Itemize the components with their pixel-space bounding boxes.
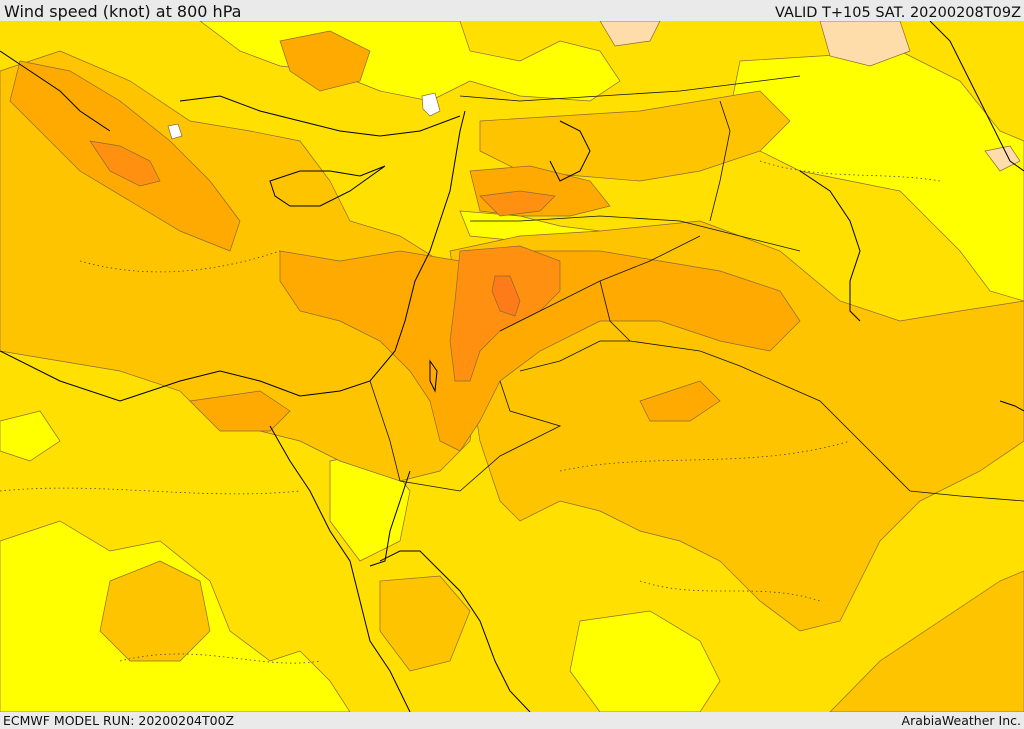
band-1-region-northeast [819, 21, 911, 67]
band-6-region-aegean-core [89, 140, 161, 187]
map-header: Wind speed (knot) at 800 hPa VALID T+105… [0, 0, 1024, 21]
band-4-region-south [99, 560, 211, 662]
valid-time-label: VALID T+105 SAT. 20200208T09Z [775, 5, 1021, 21]
model-run-label: ECMWF MODEL RUN: 20200204T00Z [3, 713, 235, 728]
band-0-region-north [421, 92, 441, 117]
band-2-region-southeast [569, 610, 721, 712]
band-5-region-sinai [189, 390, 291, 432]
band-1-region-far-east [984, 145, 1021, 172]
wind-speed-map [0, 21, 1024, 712]
map-footer: ECMWF MODEL RUN: 20200204T00Z ArabiaWeat… [0, 712, 1024, 729]
map-title: Wind speed (knot) at 800 hPa [4, 2, 242, 21]
map-svg [0, 21, 1024, 712]
band-2-region-west-small [0, 410, 61, 462]
dotted-contours [0, 160, 941, 664]
band-4-region-southeast-corner [829, 570, 1024, 712]
country-borders [369, 75, 1024, 502]
band-1-region-north-central [599, 21, 661, 47]
coastlines [0, 21, 1024, 712]
band-7-region-jordan-max [491, 275, 521, 317]
band-4-region-south-red-sea [379, 575, 471, 672]
band-6-region-lebanon-core [479, 190, 556, 217]
brand-label: ArabiaWeather Inc. [901, 713, 1021, 728]
band-5-region-iraq [639, 380, 721, 422]
band-5-region-anatolia [279, 30, 371, 92]
band-0-region-aegean [167, 123, 183, 140]
